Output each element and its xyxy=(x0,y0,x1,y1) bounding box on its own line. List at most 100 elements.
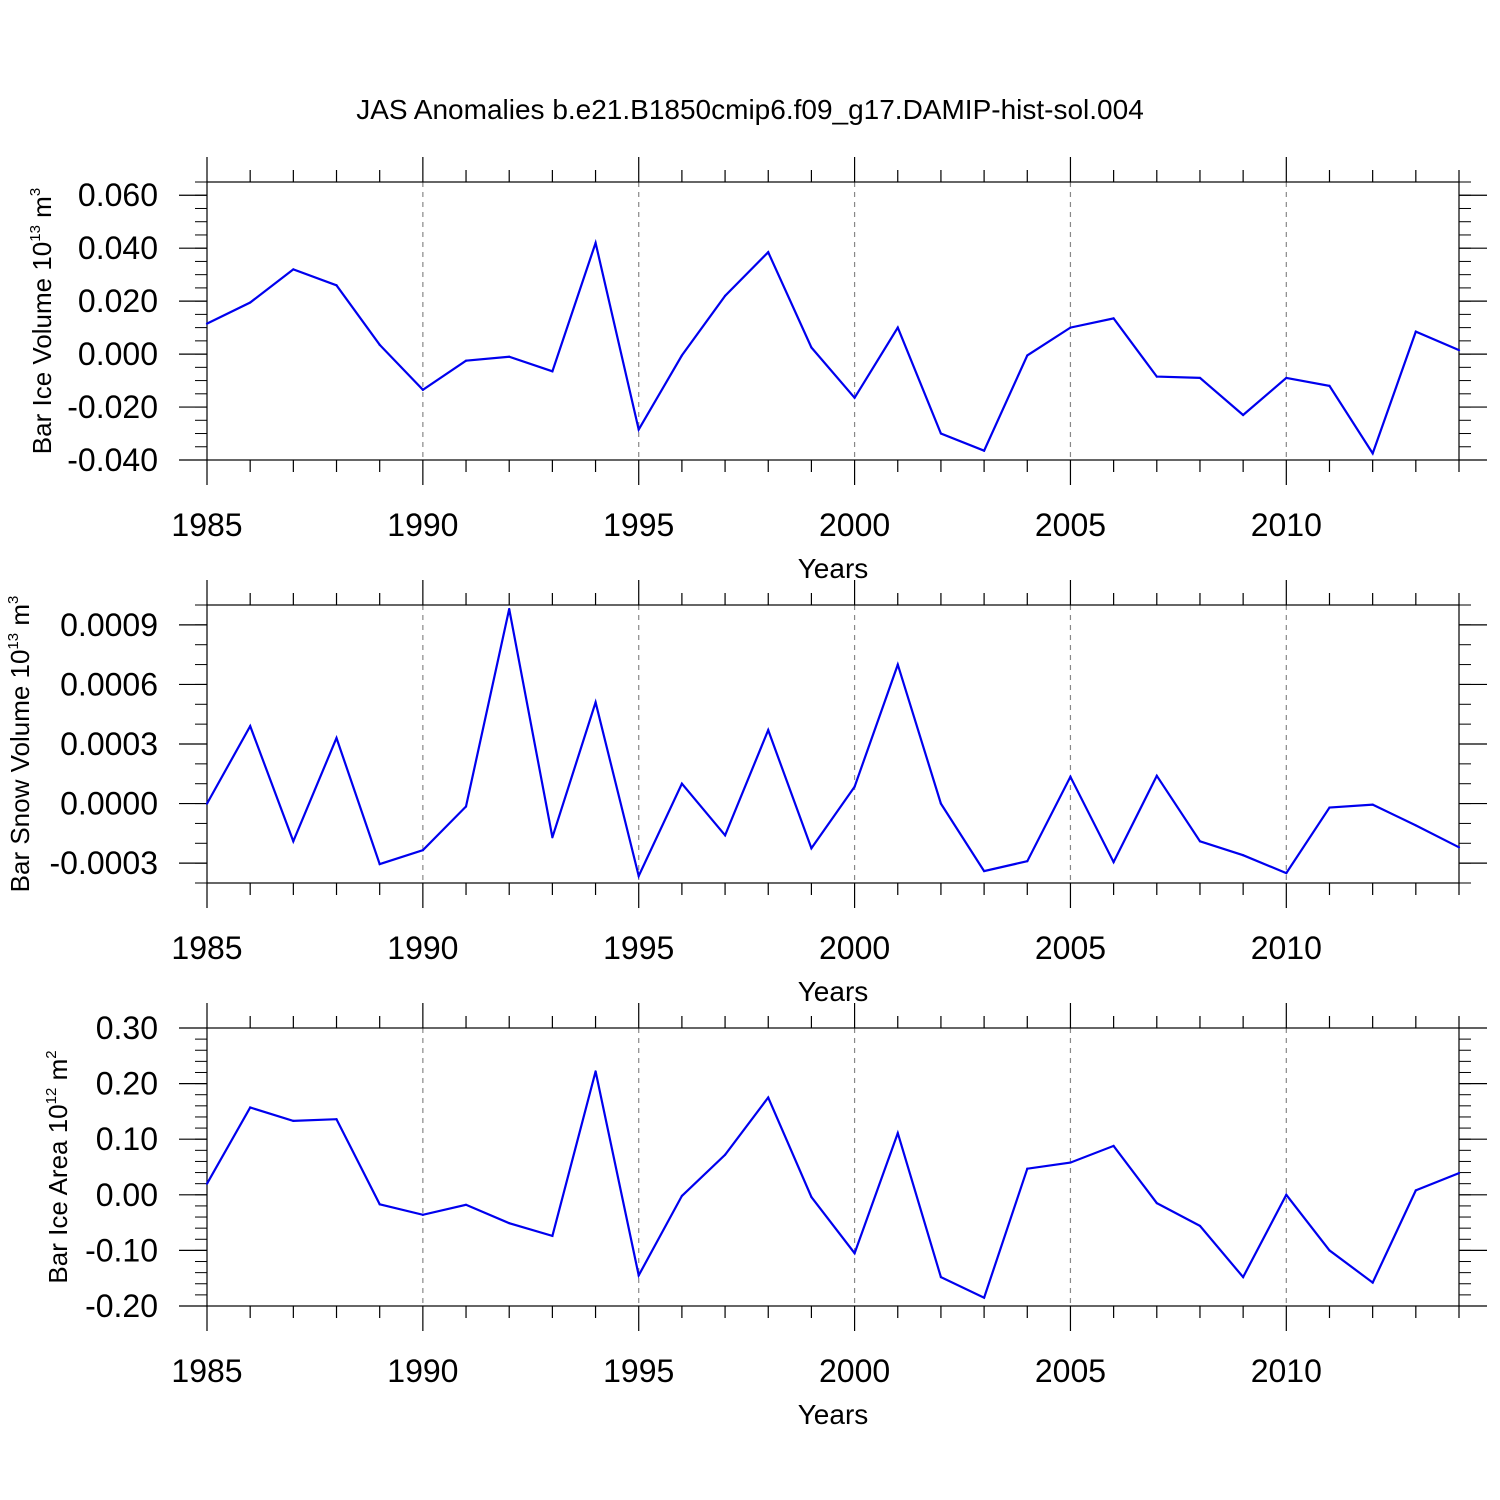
data-point xyxy=(421,1213,424,1216)
data-point xyxy=(939,802,943,805)
data-point xyxy=(1371,803,1374,806)
y-tick-label: 0.060 xyxy=(78,177,158,213)
data-point xyxy=(1198,1224,1202,1228)
figure-title: JAS Anomalies b.e21.B1850cmip6.f09_g17.D… xyxy=(356,94,1144,125)
data-point xyxy=(637,1274,640,1277)
data-point xyxy=(767,251,770,254)
data-point xyxy=(680,782,683,785)
x-tick-label: 1995 xyxy=(603,930,674,966)
data-point xyxy=(551,836,554,839)
y-tick-label: 0.0009 xyxy=(60,607,158,643)
x-tick-label: 1995 xyxy=(603,507,674,543)
data-point xyxy=(939,432,943,435)
data-point xyxy=(378,863,381,866)
data-point xyxy=(205,1182,209,1185)
x-tick-label: 2005 xyxy=(1035,930,1106,966)
x-axis-label: Years xyxy=(798,1399,869,1430)
y-tick-label: -0.0003 xyxy=(49,845,158,881)
data-point xyxy=(1242,413,1245,417)
data-point xyxy=(1242,1275,1245,1279)
data-point xyxy=(594,1070,597,1073)
data-point xyxy=(508,355,511,358)
data-point xyxy=(1026,354,1029,357)
data-point xyxy=(767,1096,770,1099)
data-point xyxy=(1285,1193,1288,1196)
data-point xyxy=(1285,376,1288,380)
panels: -0.040 -0.020 0.000 0.020 0.040 0.060 1985 1990… xyxy=(5,157,1487,1430)
y-tick-label: 0.0000 xyxy=(60,786,158,822)
data-point xyxy=(853,1252,856,1255)
plot-frame xyxy=(206,604,1460,884)
x-tick-label: 1995 xyxy=(603,1353,674,1389)
data-point xyxy=(1069,775,1072,778)
x-tick-label: 1990 xyxy=(387,507,458,543)
data-point xyxy=(1414,824,1417,827)
data-point xyxy=(335,1118,338,1121)
data-point xyxy=(853,785,856,788)
data-point xyxy=(335,736,338,740)
data-point xyxy=(508,607,511,611)
data-point xyxy=(464,1203,468,1206)
series-line xyxy=(206,238,1460,456)
x-tick-label: 1990 xyxy=(387,1353,458,1389)
data-point xyxy=(810,847,813,850)
plot-frame xyxy=(206,1027,1460,1307)
data-point xyxy=(249,725,252,728)
y-axis-label: Bar Ice Area 1012 m2 xyxy=(43,1050,73,1283)
data-point xyxy=(378,343,381,346)
x-tick-label: 2010 xyxy=(1251,930,1322,966)
x-tick-label: 1985 xyxy=(171,1353,242,1389)
data-point xyxy=(983,869,986,873)
data-point xyxy=(810,1195,813,1199)
data-point xyxy=(896,326,899,329)
data-point xyxy=(594,241,597,244)
data-point xyxy=(205,802,209,805)
data-point xyxy=(1155,375,1158,378)
data-point xyxy=(637,428,640,431)
x-axis-label: Years xyxy=(798,976,869,1007)
data-point xyxy=(249,1106,252,1109)
data-point xyxy=(1242,854,1245,857)
data-point xyxy=(723,1153,727,1156)
data-point xyxy=(983,449,986,452)
data-point xyxy=(292,268,295,271)
y-tick-label: -0.020 xyxy=(67,389,158,425)
data-point xyxy=(378,1203,381,1206)
y-tick-label: 0.020 xyxy=(78,283,158,319)
y-axis-label: Bar Ice Volume 1013 m3 xyxy=(27,188,57,454)
x-axis-label: Years xyxy=(798,553,869,584)
y-tick-label: 0.10 xyxy=(96,1121,158,1157)
y-tick-label: 0.000 xyxy=(78,336,158,372)
data-point xyxy=(1328,1249,1331,1252)
data-point xyxy=(680,354,683,357)
data-point xyxy=(767,729,770,732)
data-point xyxy=(810,346,813,349)
plot-frame xyxy=(206,181,1460,461)
x-tick-label: 2010 xyxy=(1251,1353,1322,1389)
data-point xyxy=(292,1119,295,1122)
data-point xyxy=(1112,861,1115,864)
data-point xyxy=(1155,774,1158,777)
data-point xyxy=(1069,1161,1072,1164)
panel-2: -0.0003 0.0000 0.0003 0.0006 0.0009 1985 1990 1… xyxy=(5,580,1487,1007)
data-point xyxy=(1457,349,1461,352)
y-tick-label: -0.20 xyxy=(85,1288,158,1324)
x-tick-label: 2000 xyxy=(819,930,890,966)
y-tick-label: -0.10 xyxy=(85,1232,158,1268)
x-tick-label: 1985 xyxy=(171,507,242,543)
data-point xyxy=(1155,1202,1158,1205)
panel-3: -0.20 -0.10 0.00 0.10 0.20 0.30 1985 1990 1995 20… xyxy=(43,1003,1487,1430)
x-tick-label: 2005 xyxy=(1035,1353,1106,1389)
data-point xyxy=(939,1275,943,1279)
data-point xyxy=(1112,1144,1115,1147)
data-point xyxy=(249,301,252,304)
data-point xyxy=(1371,452,1374,455)
y-tick-label: 0.30 xyxy=(96,1010,158,1046)
data-point xyxy=(1414,330,1417,333)
series-line xyxy=(206,608,1460,880)
data-point xyxy=(896,1131,899,1135)
y-tick-label: 0.0006 xyxy=(60,666,158,702)
y-tick-label: -0.040 xyxy=(67,442,158,478)
x-tick-label: 2000 xyxy=(819,1353,890,1389)
